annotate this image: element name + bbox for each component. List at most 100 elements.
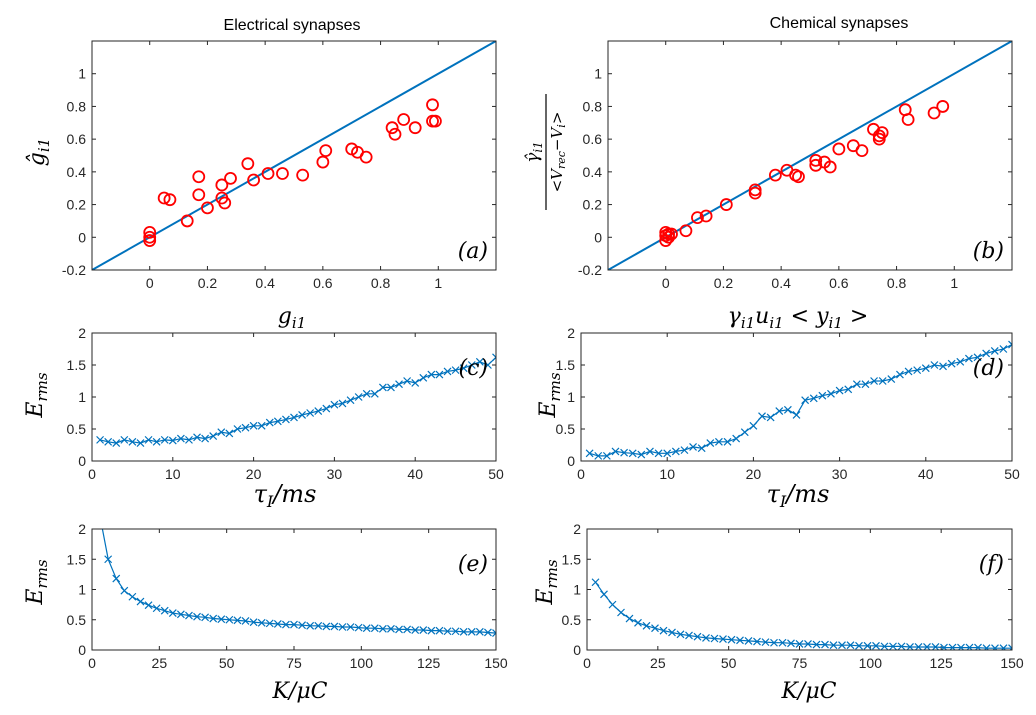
data-marker bbox=[273, 417, 282, 426]
data-marker bbox=[483, 628, 492, 637]
scatter-point bbox=[832, 142, 846, 156]
data-marker bbox=[443, 627, 452, 636]
scatter-point bbox=[659, 234, 673, 247]
xlabel-c: τI/ms bbox=[254, 480, 317, 511]
data-marker bbox=[281, 620, 290, 629]
data-marker bbox=[427, 370, 436, 379]
scatter-point bbox=[792, 170, 805, 184]
x-tick-label: 125 bbox=[417, 655, 441, 671]
data-marker bbox=[265, 418, 274, 427]
y-tick-label: 1 bbox=[594, 66, 602, 82]
x-tick-label: 100 bbox=[859, 655, 883, 671]
data-marker bbox=[646, 447, 654, 456]
data-marker bbox=[233, 616, 242, 625]
series-line bbox=[101, 529, 496, 634]
data-marker bbox=[314, 621, 323, 630]
axes-box bbox=[580, 332, 1013, 462]
data-marker bbox=[697, 444, 706, 453]
y-tick-label: 0.5 bbox=[556, 421, 576, 437]
panel-a: 0 0.2 0.4 0.6 0.8 1 -0.2 0 0.2 0.4 0.6 0.8 1 (a) bbox=[62, 40, 497, 291]
data-marker bbox=[671, 447, 680, 456]
scatter-point bbox=[936, 100, 950, 113]
data-marker bbox=[594, 451, 603, 460]
xlabel-f: K/μC bbox=[781, 679, 837, 704]
data-marker bbox=[403, 377, 412, 385]
data-marker bbox=[209, 432, 218, 440]
data-marker bbox=[792, 410, 801, 419]
data-marker bbox=[749, 421, 758, 430]
data-marker bbox=[964, 354, 973, 363]
data-marker bbox=[602, 451, 611, 460]
scatter-point bbox=[224, 171, 237, 185]
panel-label: (c) bbox=[459, 356, 489, 381]
data-marker bbox=[931, 643, 940, 650]
data-marker bbox=[330, 622, 339, 631]
y-tick-label: 0.8 bbox=[583, 98, 603, 114]
data-marker bbox=[362, 624, 371, 633]
data-marker bbox=[914, 643, 923, 650]
y-tick-label: 1.5 bbox=[67, 357, 87, 373]
data-marker bbox=[193, 433, 201, 442]
scatter-point bbox=[872, 132, 886, 146]
data-marker bbox=[443, 367, 452, 376]
data-marker bbox=[654, 449, 663, 458]
data-marker bbox=[844, 385, 853, 394]
scatter-point bbox=[359, 150, 373, 164]
scatter-point bbox=[385, 121, 399, 135]
data-marker bbox=[732, 434, 741, 443]
data-marker bbox=[611, 447, 620, 456]
y-tick-label: 1 bbox=[78, 66, 86, 82]
scatter-point bbox=[855, 144, 869, 157]
scatter-point bbox=[157, 191, 171, 205]
data-marker bbox=[835, 386, 844, 395]
data-marker bbox=[758, 412, 766, 421]
y-tick-label: -0.2 bbox=[578, 262, 602, 278]
y-tick-label: 0.8 bbox=[67, 98, 87, 114]
data-marker bbox=[620, 448, 629, 457]
data-marker bbox=[459, 364, 468, 373]
data-marker bbox=[999, 345, 1008, 353]
y-tick-label: -0.2 bbox=[62, 262, 86, 278]
data-marker bbox=[913, 366, 922, 375]
scatter-point bbox=[901, 113, 915, 126]
data-marker bbox=[370, 389, 379, 398]
scatter-point bbox=[875, 126, 889, 140]
data-marker bbox=[693, 632, 702, 641]
data-marker bbox=[795, 640, 804, 648]
scatter-point bbox=[192, 170, 206, 184]
scatter-point bbox=[719, 198, 733, 211]
data-marker bbox=[160, 435, 169, 444]
data-marker bbox=[736, 636, 744, 645]
data-marker bbox=[680, 446, 689, 455]
x-tick-label: 0 bbox=[88, 466, 96, 482]
data-marker bbox=[625, 614, 634, 623]
scatter-point bbox=[397, 113, 411, 126]
data-marker bbox=[702, 633, 710, 642]
series-line bbox=[99, 356, 496, 444]
axes-box bbox=[91, 528, 497, 651]
data-marker bbox=[492, 353, 496, 362]
xlabel-e: K/μC bbox=[272, 679, 328, 704]
title-electrical: Electrical synapses bbox=[224, 17, 361, 34]
scatter-point bbox=[163, 193, 177, 207]
y-tick-label: 0.5 bbox=[67, 612, 87, 628]
svg-text:γ̂i1: γ̂i1 bbox=[523, 141, 545, 163]
data-marker bbox=[459, 627, 468, 636]
scatter-point bbox=[927, 106, 941, 120]
x-tick-label: 30 bbox=[832, 466, 848, 482]
data-marker bbox=[378, 383, 387, 392]
identity-line bbox=[608, 41, 1012, 270]
data-marker bbox=[451, 627, 460, 636]
x-tick-label: 0.8 bbox=[887, 275, 907, 291]
data-marker bbox=[801, 396, 810, 405]
data-marker bbox=[685, 631, 693, 640]
panel-label: (d) bbox=[973, 356, 1004, 381]
data-marker bbox=[1008, 644, 1012, 650]
scatter-point bbox=[241, 157, 255, 171]
data-marker bbox=[395, 380, 403, 389]
data-marker bbox=[880, 642, 889, 650]
scatter-point bbox=[809, 154, 823, 167]
scatter-point bbox=[296, 168, 310, 182]
y-tick-label: 0 bbox=[573, 642, 581, 658]
data-marker bbox=[112, 574, 121, 583]
